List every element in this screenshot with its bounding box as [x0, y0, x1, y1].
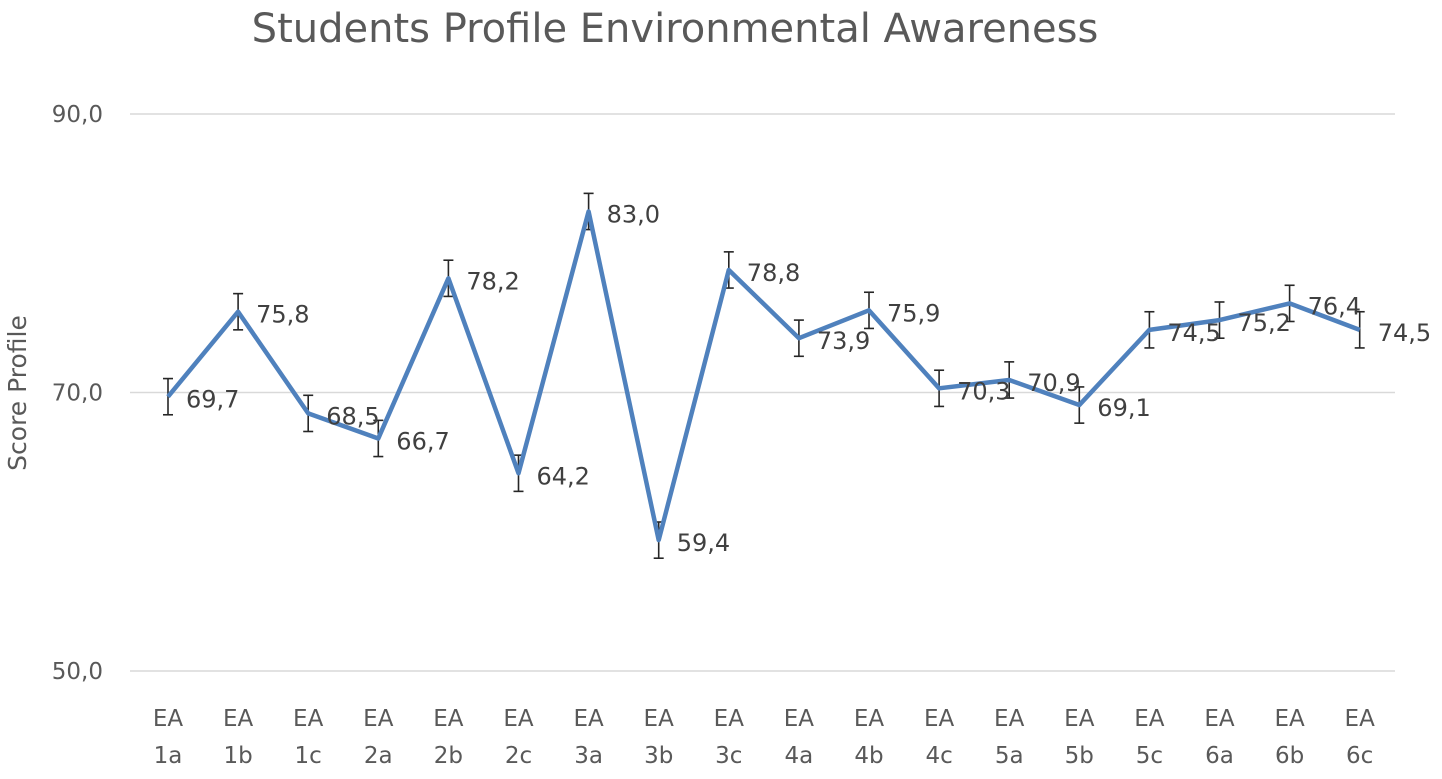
- data-label: 70,3: [957, 377, 1010, 405]
- data-labels: 69,7 75,8 68,5 66,7 78,2 64,2 83,0 59,4 78,8 73,9…: [186, 200, 1431, 557]
- x-tick-label: 4c: [925, 743, 952, 769]
- x-tick-label: EA: [994, 706, 1025, 732]
- data-label: 75,9: [887, 299, 940, 327]
- data-label: 76,4: [1308, 292, 1361, 320]
- y-axis-label: Score Profile: [3, 315, 32, 471]
- x-tick-label: 6c: [1346, 743, 1373, 769]
- x-tick-label: 3a: [574, 743, 603, 769]
- x-tick-label: 4b: [854, 743, 883, 769]
- x-tick-label: EA: [293, 706, 324, 732]
- x-tick-label: EA: [714, 706, 745, 732]
- series-line: [166, 209, 1361, 543]
- x-tick-label: 3c: [715, 743, 742, 769]
- x-tick-label: 2b: [434, 743, 463, 769]
- y-tick-label: 70,0: [52, 381, 103, 407]
- data-label: 70,9: [1027, 369, 1080, 397]
- x-tick-label: EA: [1064, 706, 1095, 732]
- x-tick-label: EA: [363, 706, 394, 732]
- chart-title: Students Profile Environmental Awareness: [252, 6, 1099, 52]
- data-label: 78,8: [747, 259, 800, 287]
- error-bars: [163, 192, 1365, 560]
- x-tick-label: 6b: [1275, 743, 1304, 769]
- data-label: 74,5: [1378, 319, 1431, 347]
- x-tick-label: 2a: [364, 743, 393, 769]
- x-tick-label: EA: [223, 706, 254, 732]
- gridlines: [130, 113, 1395, 672]
- x-tick-label: EA: [153, 706, 184, 732]
- data-label: 78,2: [466, 267, 519, 295]
- data-label: 74,5: [1167, 319, 1220, 347]
- x-axis-ticks: EA 1a EA 1b EA 1c EA 2a EA 2b EA 2c EA 3a EA 3b EA 3c EA 4a…: [153, 706, 1375, 769]
- data-label: 69,1: [1097, 394, 1150, 422]
- x-tick-label: 5b: [1065, 743, 1094, 769]
- data-label: 59,4: [677, 529, 730, 557]
- data-label: 64,2: [537, 462, 590, 490]
- x-tick-label: EA: [1274, 706, 1305, 732]
- y-tick-label: 50,0: [52, 659, 103, 685]
- x-tick-label: 1a: [154, 743, 183, 769]
- x-tick-label: EA: [573, 706, 604, 732]
- x-tick-label: EA: [644, 706, 675, 732]
- data-label: 66,7: [396, 427, 449, 455]
- data-label: 83,0: [607, 200, 660, 228]
- x-tick-label: EA: [503, 706, 534, 732]
- x-tick-label: EA: [433, 706, 464, 732]
- x-tick-label: 2c: [505, 743, 532, 769]
- x-tick-label: EA: [1345, 706, 1376, 732]
- data-label: 75,2: [1238, 309, 1291, 337]
- x-tick-label: EA: [1134, 706, 1165, 732]
- y-tick-label: 90,0: [52, 102, 103, 128]
- x-tick-label: 5c: [1136, 743, 1163, 769]
- x-tick-label: EA: [924, 706, 955, 732]
- x-tick-label: 1c: [295, 743, 322, 769]
- data-label: 75,8: [256, 301, 309, 329]
- x-tick-label: 3b: [644, 743, 673, 769]
- x-tick-label: 5a: [995, 743, 1024, 769]
- x-tick-label: 4a: [785, 743, 814, 769]
- x-tick-label: EA: [854, 706, 885, 732]
- x-tick-label: EA: [784, 706, 815, 732]
- data-label: 73,9: [817, 327, 870, 355]
- x-tick-label: 1b: [223, 743, 252, 769]
- x-tick-label: 6a: [1205, 743, 1234, 769]
- data-label: 69,7: [186, 386, 239, 414]
- data-label: 68,5: [326, 402, 379, 430]
- y-axis-ticks: 50,0 70,0 90,0: [52, 102, 103, 685]
- x-tick-label: EA: [1204, 706, 1235, 732]
